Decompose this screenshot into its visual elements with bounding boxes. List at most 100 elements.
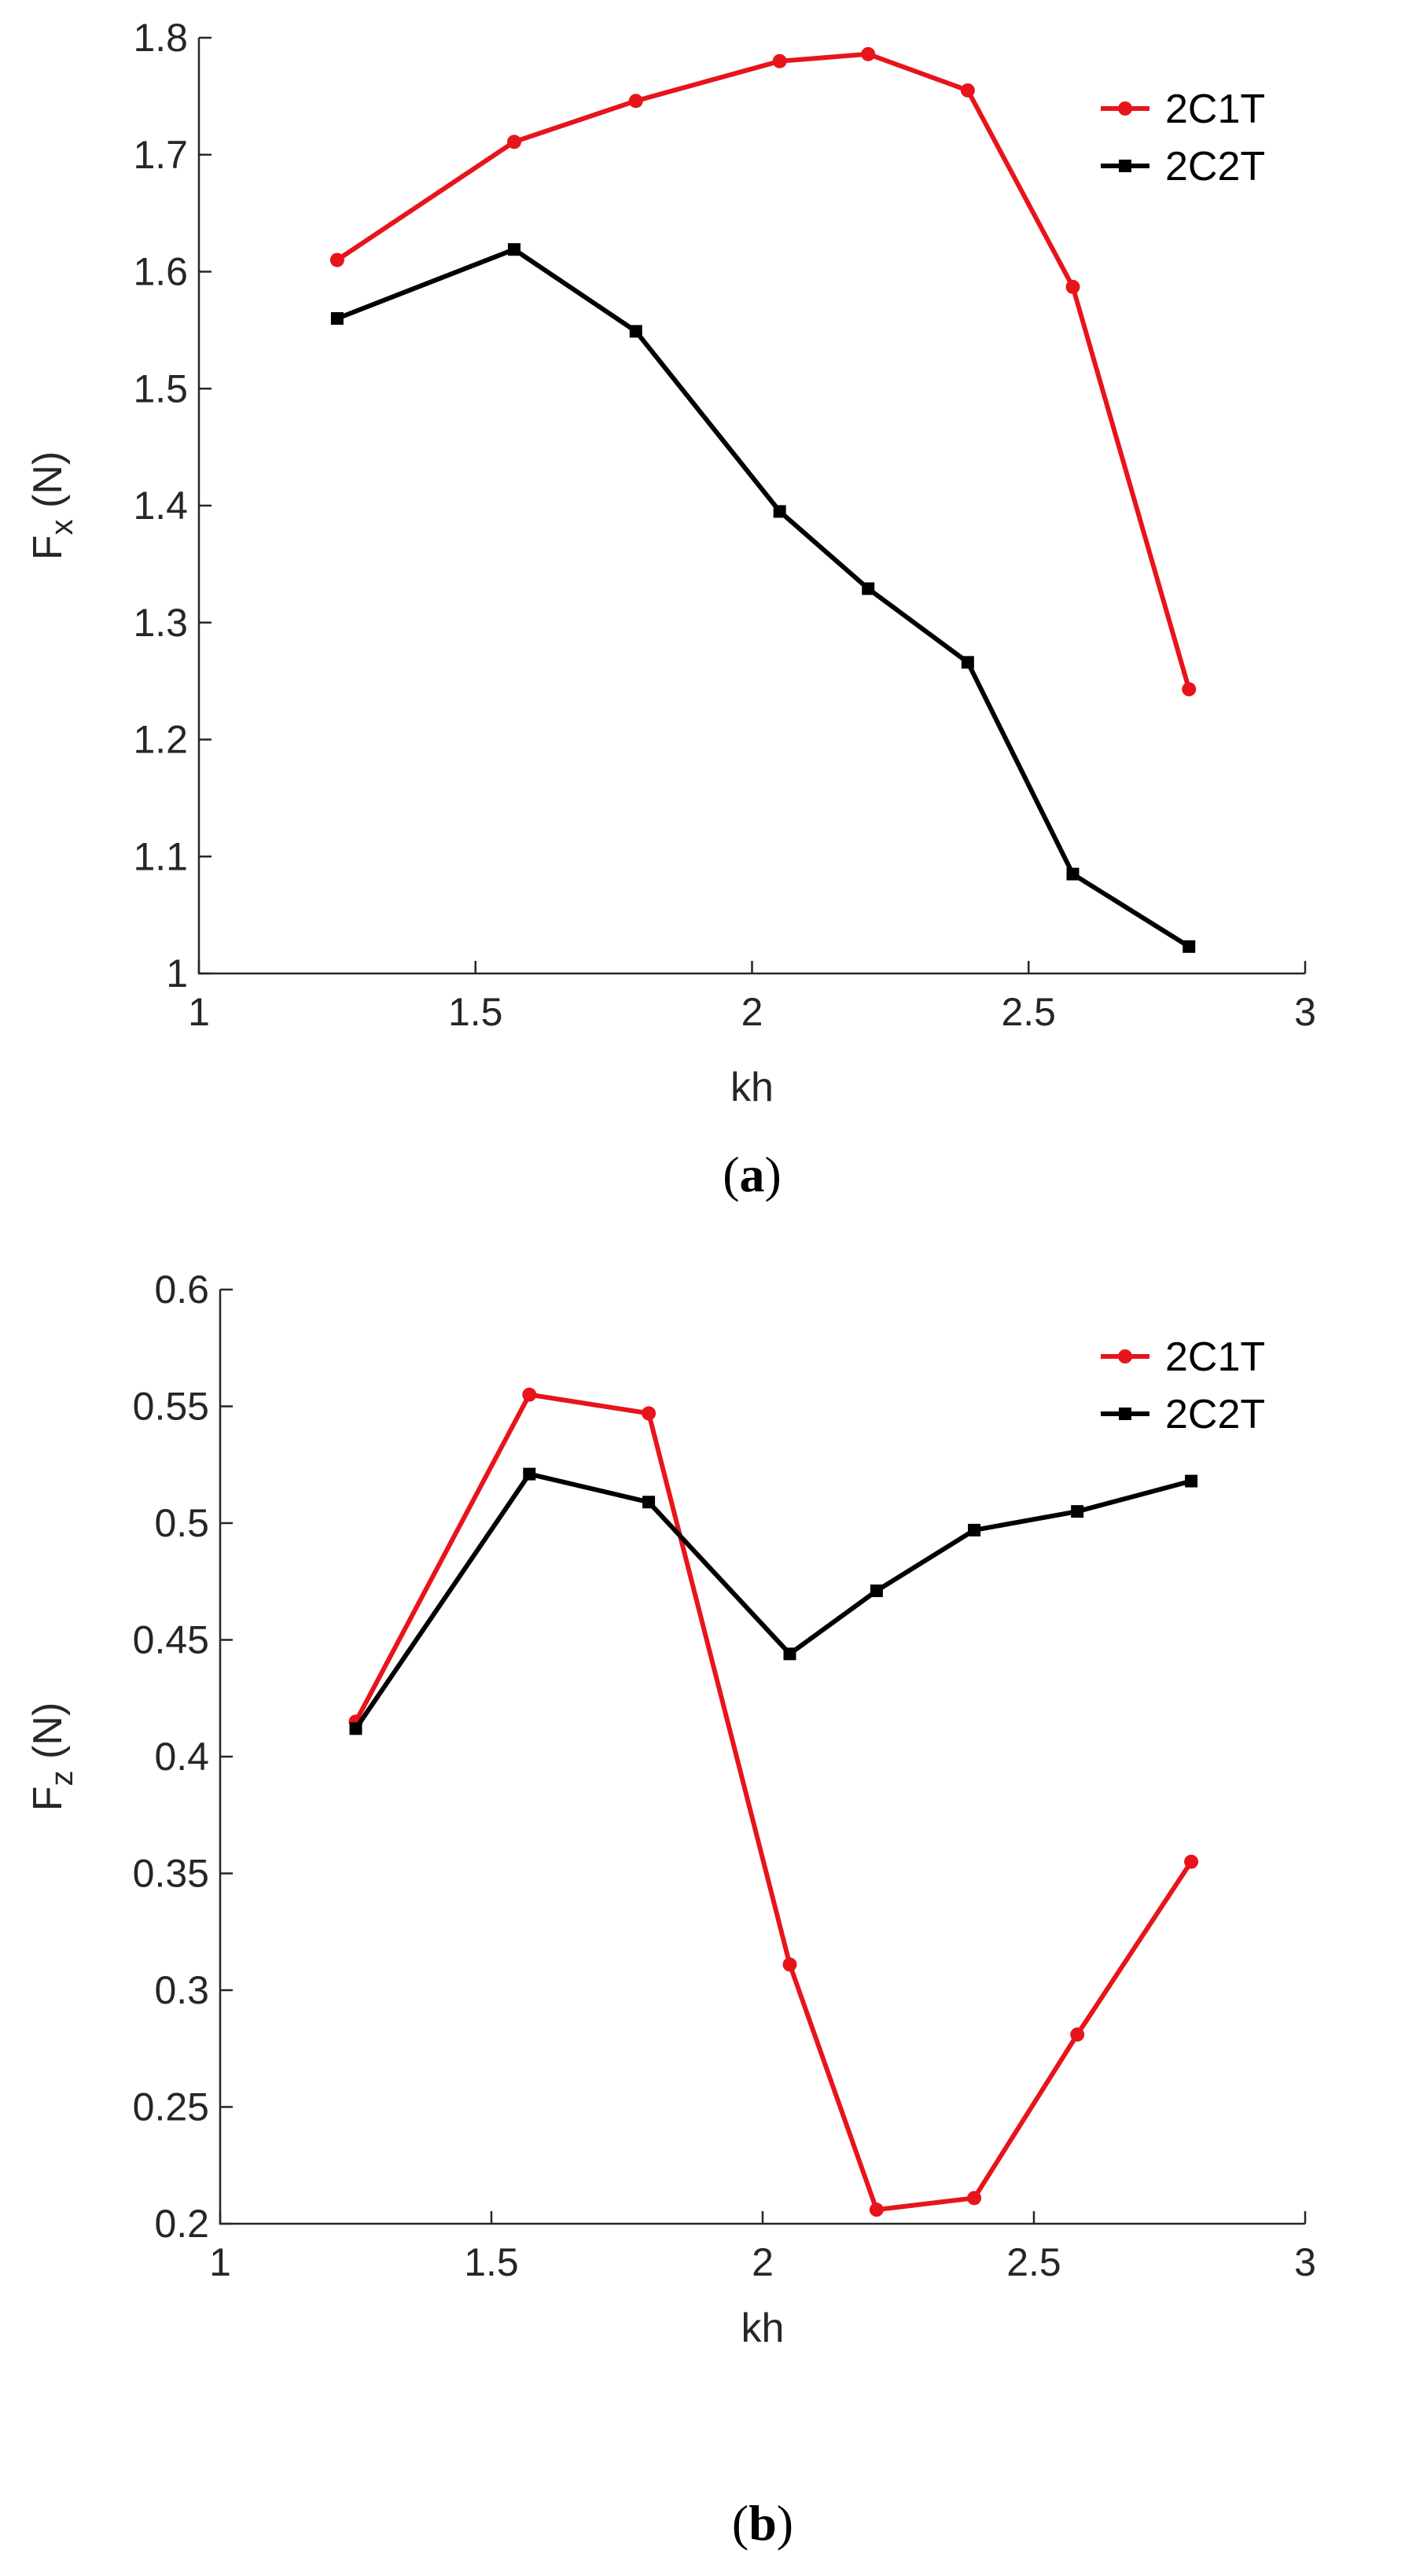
axis-frame [219,1290,1305,2225]
y-axis-title-main: F [25,535,71,560]
y-axis-title-sub: z [45,1770,79,1786]
data-point-2C2T [773,505,786,518]
data-point-2C1T [861,46,876,61]
caption-close: ) [765,1146,782,1202]
data-point-2C2T [783,1647,796,1661]
data-point-2C2T [642,1496,656,1509]
x-tick-label: 3 [1294,990,1316,1034]
y-tick-label: 1.4 [133,484,188,528]
y-tick-label: 0.45 [133,1618,209,1662]
y-tick-label: 1.2 [133,718,188,762]
caption-letter: b [748,2495,777,2551]
y-tick-label: 0.5 [154,1501,209,1545]
y-tick-label: 0.3 [154,1968,209,2012]
data-point-2C2T [961,656,974,669]
x-tick-label: 1 [188,990,210,1034]
caption-letter: a [740,1146,765,1202]
data-point-2C1T [772,53,787,68]
x-tick-label: 2 [752,2240,774,2284]
data-point-2C1T [506,134,521,149]
x-tick-label: 1.5 [448,990,503,1034]
series-layer [329,46,1197,953]
panel-a: 1 1.5 2 2.5 3 1 1.1 1.2 1.3 1.4 1.5 1.6 1.7 1.8 2C1T… [25,16,1316,1202]
data-point-2C1T [628,94,643,109]
legend-label-2C1T: 2C1T [1165,86,1265,132]
data-point-2C1T [329,252,344,267]
series-line-2C2T [354,1471,1192,1731]
legend: 2C1T 2C2T [1101,86,1265,190]
x-axis-title: kh [741,2306,785,2351]
data-point-2C1T [960,83,975,98]
data-point-2C1T [782,1957,797,1972]
legend-label-2C2T: 2C2T [1165,1392,1265,1437]
legend-marker-2C1T [1118,101,1132,116]
data-point-2C2T [1071,1505,1084,1518]
data-point-2C2T [1182,940,1196,953]
y-axis-title-main: F [25,1786,71,1811]
caption-open: ( [732,2495,748,2551]
data-point-2C2T [968,1523,981,1536]
y-ticks: 1 1.1 1.2 1.3 1.4 1.5 1.6 1.7 1.8 [133,16,211,995]
y-tick-label: 1.7 [133,133,188,177]
series-line-2C2T [336,247,1190,949]
y-axis-title: Fz (N) [25,1702,79,1811]
y-tick-label: 0.6 [154,1268,209,1312]
data-point-2C2T [629,325,642,338]
legend: 2C1T 2C2T [1101,1334,1265,1437]
data-point-2C2T [507,243,520,256]
series-line-2C1T [336,51,1192,690]
data-point-2C2T [523,1467,536,1481]
data-point-2C1T [967,2191,982,2206]
series-line-2C1T [353,1392,1194,2213]
data-point-2C1T [1065,279,1080,294]
legend-label-2C1T: 2C1T [1165,1334,1265,1380]
data-point-2C1T [642,1406,657,1421]
y-tick-label: 1.5 [133,366,188,410]
y-tick-label: 1 [166,951,188,995]
legend-label-2C2T: 2C2T [1165,144,1265,190]
data-point-2C2T [1185,1474,1198,1488]
data-point-2C2T [349,1722,362,1735]
x-ticks: 1 1.5 2 2.5 3 [188,961,1316,1034]
x-tick-label: 2.5 [1001,990,1056,1034]
data-point-2C1T [522,1387,537,1402]
data-point-2C2T [1066,867,1079,881]
x-ticks: 1 1.5 2 2.5 3 [209,2211,1316,2284]
y-axis-title-sub: x [45,519,79,535]
data-point-2C1T [1070,2027,1085,2042]
y-axis-title: Fx (N) [25,451,79,560]
x-tick-label: 2 [741,990,763,1034]
panel-caption: (a) [723,1146,782,1202]
x-tick-label: 2.5 [1006,2240,1061,2284]
caption-close: ) [777,2495,793,2551]
data-point-2C2T [330,312,344,325]
y-tick-label: 1.3 [133,601,188,645]
panel-b: 1 1.5 2 2.5 3 0.20.250.30.350.40.450.50.550.… [25,1268,1316,2551]
y-tick-label: 0.25 [133,2085,209,2129]
y-tick-label: 0.35 [133,1852,209,1896]
y-tick-label: 1.8 [133,16,188,60]
y-tick-label: 0.4 [154,1735,209,1779]
y-tick-label: 1.1 [133,834,188,878]
y-tick-label: 0.2 [154,2202,209,2246]
legend-marker-2C1T [1118,1349,1132,1363]
series-layer [348,1387,1199,2217]
legend-marker-2C2T [1119,1408,1131,1420]
x-tick-label: 1.5 [464,2240,519,2284]
y-tick-label: 0.55 [133,1385,209,1429]
axis-frame [197,38,1305,975]
y-axis-title-unit: (N) [25,1702,71,1771]
y-tick-label: 1.6 [133,250,188,294]
caption-open: ( [723,1146,739,1202]
legend-marker-2C2T [1119,160,1131,172]
panel-caption: (b) [732,2495,793,2551]
x-tick-label: 1 [209,2240,231,2284]
data-point-2C1T [1184,1854,1199,1869]
y-axis-title-unit: (N) [25,451,71,520]
x-tick-label: 3 [1294,2240,1316,2284]
y-ticks: 0.2 0.25 0.3 0.35 0.4 0.45 0.5 0.55 0.6 [133,1268,233,2246]
x-axis-title: kh [730,1065,774,1110]
data-point-2C1T [1182,682,1197,697]
data-point-2C2T [870,1584,883,1598]
